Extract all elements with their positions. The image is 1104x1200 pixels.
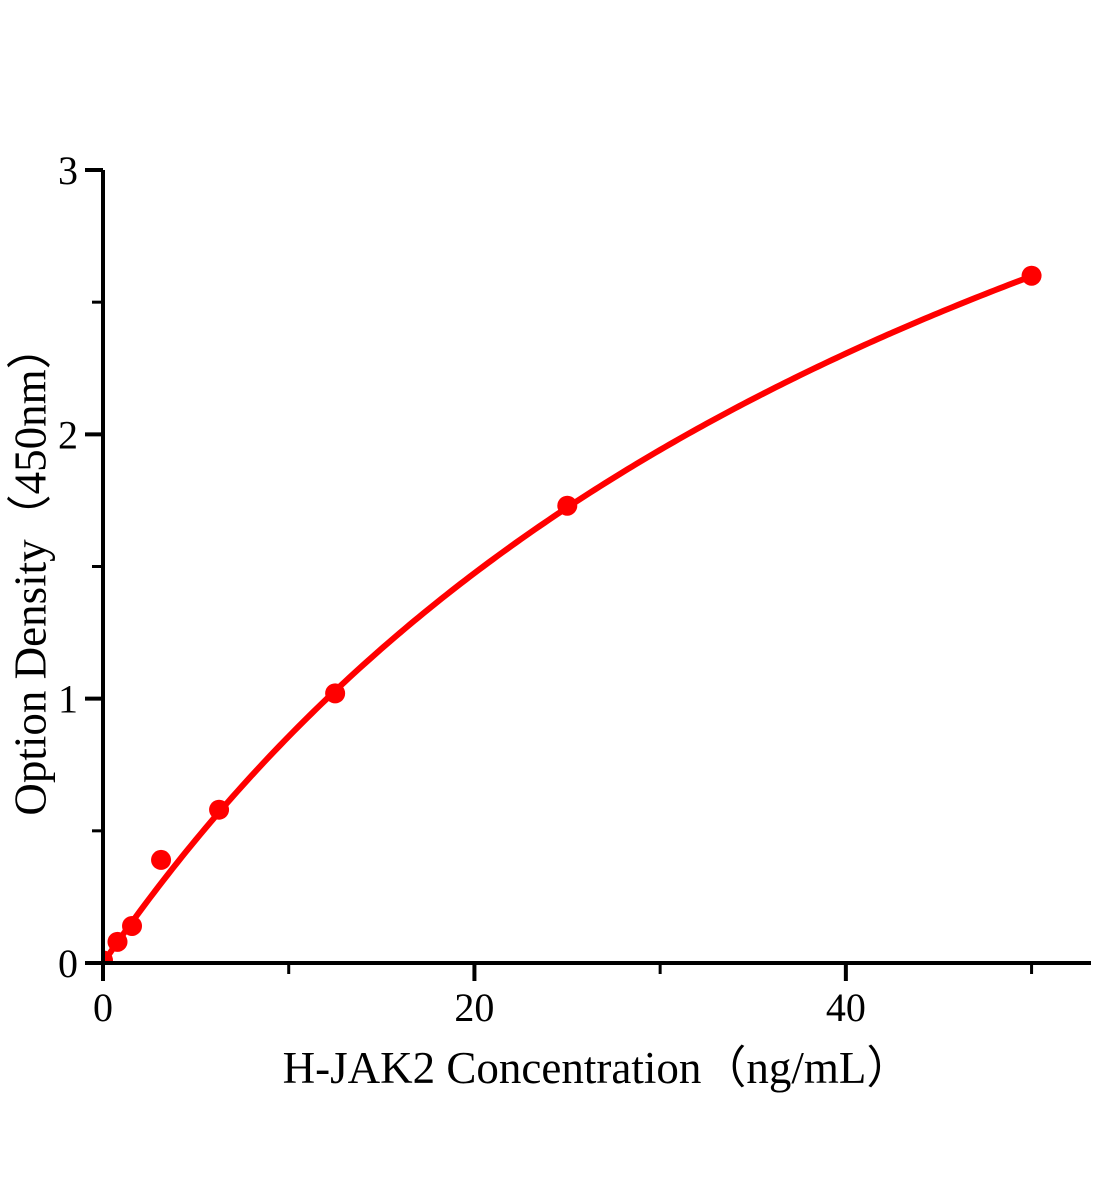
x-tick-label: 0 [93, 985, 113, 1030]
data-point [103, 950, 113, 963]
data-point [107, 931, 128, 952]
y-tick-label: 1 [58, 677, 78, 722]
x-tick-label: 20 [454, 985, 494, 1030]
series-group [103, 265, 1042, 963]
data-point [151, 849, 172, 870]
y-tick-label: 0 [58, 941, 78, 986]
x-tick-label: 40 [826, 985, 866, 1030]
data-point [325, 683, 346, 704]
fit-curve [103, 273, 1033, 963]
data-point [209, 799, 230, 820]
y-axis-title: Option Density（450nm） [5, 324, 56, 816]
data-point [1021, 265, 1042, 286]
x-axis-title: H-JAK2 Concentration（ng/mL） [282, 1043, 912, 1093]
y-tick-label: 3 [58, 148, 78, 193]
data-point [122, 915, 143, 936]
y-tick-label: 2 [58, 412, 78, 457]
data-point [557, 495, 578, 516]
